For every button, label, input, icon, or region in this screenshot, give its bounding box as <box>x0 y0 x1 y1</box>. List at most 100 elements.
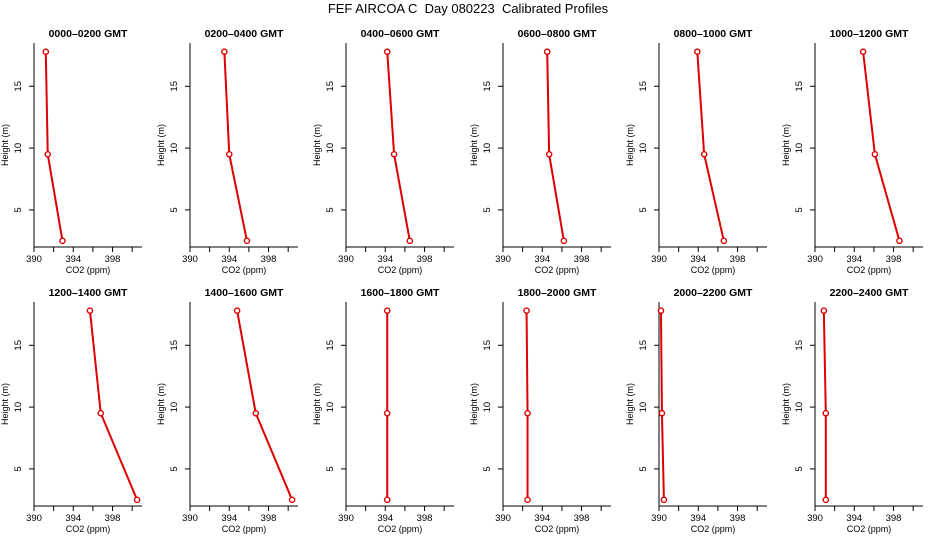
data-point <box>660 496 668 504</box>
y-tick-label: 15 <box>638 81 649 92</box>
y-tick-label: 10 <box>482 402 493 413</box>
profile-segment <box>822 310 827 414</box>
x-tick-label: 390 <box>651 513 667 524</box>
data-point <box>133 496 141 504</box>
x-tick-label: 390 <box>338 513 354 524</box>
data-point <box>657 307 665 314</box>
y-tick-label: 15 <box>325 81 336 92</box>
panel-title: 1400–1600 GMT <box>205 287 284 299</box>
profile-segment <box>703 154 725 242</box>
page-title: FEF AIRCOA C Day 080223 Calibrated Profi… <box>327 1 609 16</box>
panel-title: 1600–1800 GMT <box>361 287 440 299</box>
profile-segment <box>862 51 876 155</box>
y-tick-label: 5 <box>482 466 493 471</box>
y-axis-label: Height (m) <box>625 383 635 425</box>
data-point <box>42 48 50 55</box>
data-point <box>545 150 553 158</box>
x-axis-label: CO2 (ppm) <box>535 524 580 534</box>
x-axis-label: CO2 (ppm) <box>222 524 267 534</box>
x-tick-label: 398 <box>886 254 902 265</box>
x-tick-label: 394 <box>534 254 550 265</box>
data-point <box>252 409 260 417</box>
data-point <box>59 237 66 245</box>
data-point <box>543 48 551 55</box>
y-axis-label: Height (m) <box>156 383 166 425</box>
x-tick-label: 394 <box>377 513 393 524</box>
y-tick-label: 5 <box>482 207 493 212</box>
x-tick-label: 390 <box>807 254 823 265</box>
x-tick-label: 394 <box>534 513 550 524</box>
y-tick-label: 15 <box>482 81 493 92</box>
profile-segment <box>386 51 396 155</box>
y-tick-label: 10 <box>482 143 493 154</box>
y-axis-label: Height (m) <box>625 124 635 166</box>
profile-segment <box>254 412 294 501</box>
y-tick-label: 15 <box>325 340 336 351</box>
data-point <box>523 307 530 314</box>
y-tick-label: 5 <box>638 466 649 471</box>
data-point <box>383 48 391 55</box>
x-tick-label: 390 <box>26 513 42 524</box>
x-axis-label: CO2 (ppm) <box>222 265 267 275</box>
x-axis-label: CO2 (ppm) <box>847 524 892 534</box>
profile-segment <box>696 51 706 155</box>
data-point <box>658 409 666 417</box>
data-point <box>693 48 701 55</box>
x-tick-label: 394 <box>690 513 706 524</box>
data-point <box>560 237 568 245</box>
x-tick-label: 394 <box>846 513 862 524</box>
data-point <box>383 496 391 504</box>
y-tick-label: 10 <box>638 143 649 154</box>
data-point <box>524 496 531 504</box>
y-tick-label: 5 <box>325 207 336 212</box>
x-axis-label: CO2 (ppm) <box>378 524 423 534</box>
y-tick-label: 5 <box>325 466 336 471</box>
panel-title: 0800–1000 GMT <box>674 28 753 40</box>
data-point <box>243 237 251 245</box>
x-tick-label: 394 <box>690 254 706 265</box>
y-axis-label: Height (m) <box>312 124 322 166</box>
profile-segment <box>393 154 411 241</box>
x-axis-label: CO2 (ppm) <box>378 265 423 275</box>
y-tick-label: 5 <box>794 466 805 471</box>
profile-segment <box>525 310 529 414</box>
x-tick-label: 398 <box>574 254 590 265</box>
data-point <box>720 237 728 245</box>
y-axis-label: Height (m) <box>312 383 322 425</box>
y-tick-label: 15 <box>794 340 805 351</box>
panel-title: 0400–0600 GMT <box>361 28 440 40</box>
x-tick-label: 394 <box>221 254 237 265</box>
y-axis-label: Height (m) <box>469 383 479 425</box>
data-point <box>86 307 94 314</box>
x-tick-label: 394 <box>65 254 81 265</box>
x-tick-label: 394 <box>377 254 393 265</box>
y-tick-label: 10 <box>325 143 336 154</box>
y-tick-label: 10 <box>13 143 24 154</box>
x-tick-label: 390 <box>182 254 198 265</box>
y-axis-label: Height (m) <box>781 124 791 166</box>
panel-title: 1200–1400 GMT <box>49 287 128 299</box>
x-tick-label: 394 <box>846 254 862 265</box>
x-tick-label: 390 <box>26 254 42 265</box>
y-tick-label: 10 <box>325 402 336 413</box>
data-point <box>822 409 830 417</box>
x-tick-label: 390 <box>338 254 354 265</box>
data-point <box>871 150 879 158</box>
y-tick-label: 5 <box>13 466 24 471</box>
profile-segment <box>236 310 257 414</box>
panel-title: 0000–0200 GMT <box>49 28 128 40</box>
profile-segment <box>659 310 663 414</box>
profile-segment <box>99 412 139 501</box>
y-tick-label: 15 <box>794 81 805 92</box>
x-axis-label: CO2 (ppm) <box>691 265 736 275</box>
data-point <box>390 150 398 158</box>
data-point <box>383 307 391 314</box>
data-point <box>44 150 52 158</box>
